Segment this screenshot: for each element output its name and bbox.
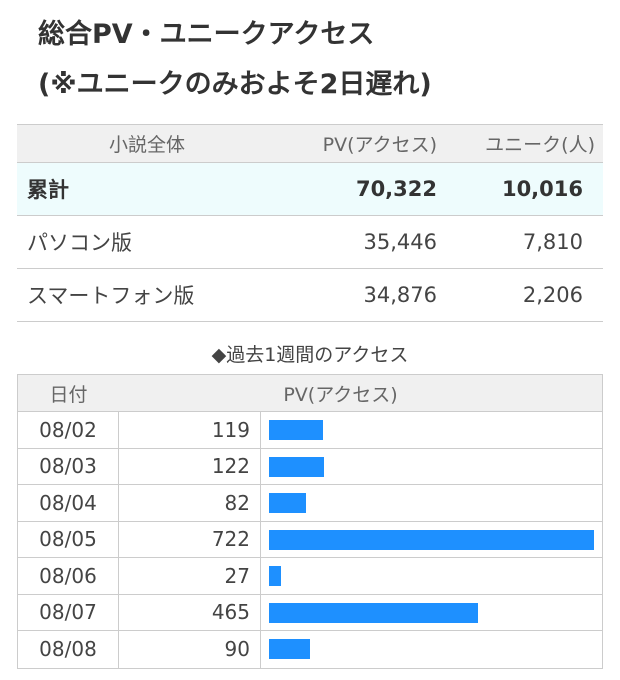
- summary-row-total: 累計 70,322 10,016: [17, 163, 603, 216]
- weekly-row-pv: 119: [119, 412, 261, 448]
- summary-row-smartphone: スマートフォン版 34,876 2,206: [17, 269, 603, 322]
- weekly-row-bar: [269, 639, 310, 659]
- summary-table: 小説全体 PV(アクセス) ユニーク(人) 累計 70,322 10,016 パ…: [17, 124, 603, 322]
- summary-row-unique: 2,206: [522, 283, 583, 307]
- weekly-row-pv: 27: [119, 558, 261, 594]
- weekly-row-pv: 465: [119, 594, 261, 630]
- weekly-row-pv: 90: [119, 631, 261, 668]
- summary-row-unique: 7,810: [522, 230, 583, 254]
- summary-row-unique: 10,016: [501, 177, 583, 201]
- summary-header-unique: ユニーク(人): [485, 134, 595, 156]
- weekly-header-row: 日付 PV(アクセス): [18, 375, 602, 412]
- weekly-row: 08/06 27: [18, 558, 602, 595]
- summary-row-pv: 34,876: [363, 283, 437, 307]
- weekly-row-pv: 82: [119, 485, 261, 521]
- weekly-row-bar-cell: [261, 558, 602, 594]
- weekly-table: 日付 PV(アクセス) 08/02 119 08/03 122 08/04 82 08/05…: [17, 374, 603, 669]
- summary-row-label: スマートフォン版: [27, 284, 195, 308]
- weekly-row: 08/05 722: [18, 521, 602, 558]
- summary-header-row: 小説全体 PV(アクセス) ユニーク(人): [17, 124, 603, 163]
- page-title-line1: 総合PV・ユニークアクセス: [38, 19, 375, 50]
- weekly-row: 08/04 82: [18, 485, 602, 522]
- weekly-row-date: 08/03: [18, 448, 119, 484]
- summary-header-pv: PV(アクセス): [322, 134, 437, 156]
- weekly-row-date: 08/06: [18, 558, 119, 594]
- summary-row-pv: 70,322: [355, 177, 437, 201]
- weekly-row-bar-cell: [261, 631, 602, 668]
- weekly-row-bar: [269, 566, 281, 586]
- weekly-row-date: 08/04: [18, 485, 119, 521]
- weekly-header-pv: PV(アクセス): [283, 383, 398, 406]
- weekly-row-bar-cell: [261, 412, 602, 448]
- weekly-header-date: 日付: [49, 383, 88, 406]
- weekly-row-pv: 722: [119, 521, 261, 557]
- weekly-row: 08/08 90: [18, 631, 602, 668]
- weekly-row: 08/02 119: [18, 412, 602, 449]
- weekly-row-date: 08/08: [18, 631, 119, 668]
- weekly-row-date: 08/05: [18, 521, 119, 557]
- weekly-title: ◆過去1週間のアクセス: [211, 344, 409, 366]
- weekly-rows: 08/02 119 08/03 122 08/04 82 08/05 722 08/06 27 08…: [18, 412, 602, 668]
- summary-row-label: パソコン版: [27, 231, 132, 255]
- weekly-row-bar-cell: [261, 485, 602, 521]
- weekly-row-bar: [269, 602, 478, 623]
- summary-row-pc: パソコン版 35,446 7,810: [17, 216, 603, 269]
- summary-row-label: 累計: [27, 178, 69, 202]
- weekly-row-pv: 122: [119, 448, 261, 484]
- weekly-row: 08/07 465: [18, 594, 602, 631]
- weekly-row-bar-cell: [261, 449, 602, 485]
- summary-row-pv: 35,446: [363, 230, 437, 254]
- summary-header-label: 小説全体: [108, 134, 185, 156]
- weekly-row-bar-cell: [261, 595, 602, 631]
- weekly-row-bar: [269, 456, 324, 477]
- weekly-row-date: 08/07: [18, 594, 119, 630]
- weekly-row-date: 08/02: [18, 412, 119, 448]
- weekly-row: 08/03 122: [18, 448, 602, 485]
- weekly-row-bar: [269, 529, 594, 550]
- weekly-row-bar-cell: [261, 522, 602, 558]
- page-title-line2: (※ユニークのみおよそ2日遅れ): [38, 69, 432, 100]
- weekly-row-bar: [269, 493, 306, 513]
- weekly-row-bar: [269, 420, 323, 440]
- page-title: 総合PV・ユニークアクセス (※ユニークのみおよそ2日遅れ): [38, 10, 598, 110]
